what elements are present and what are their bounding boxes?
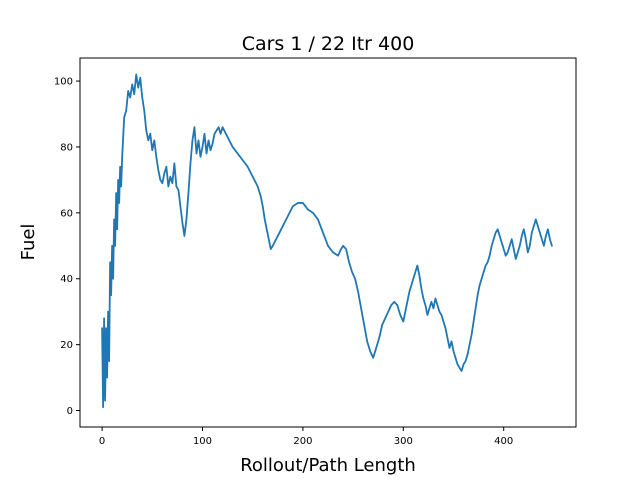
x-tick-label: 200: [293, 436, 312, 447]
y-tick-label: 60: [60, 208, 73, 219]
x-tick-label: 400: [494, 436, 513, 447]
y-axis-label: Fuel: [18, 224, 39, 261]
x-tick-label: 0: [99, 436, 105, 447]
x-tick-label: 300: [394, 436, 413, 447]
plot-frame: [79, 57, 577, 428]
y-tick-label: 0: [67, 406, 73, 417]
y-tick-label: 100: [54, 77, 73, 88]
chart-title: Cars 1 / 22 Itr 400: [242, 33, 415, 55]
y-tick-label: 80: [60, 142, 73, 153]
series-line-fuel: [101, 73, 553, 409]
plot-area: [101, 73, 553, 409]
x-tick-label: 100: [193, 436, 212, 447]
x-axis: 0 100 200 300 400: [99, 427, 513, 447]
y-tick-label: 40: [60, 274, 73, 285]
y-axis: 0 20 40 60 80 100: [54, 77, 80, 417]
y-tick-label: 20: [60, 340, 73, 351]
x-axis-label: Rollout/Path Length: [240, 455, 416, 476]
